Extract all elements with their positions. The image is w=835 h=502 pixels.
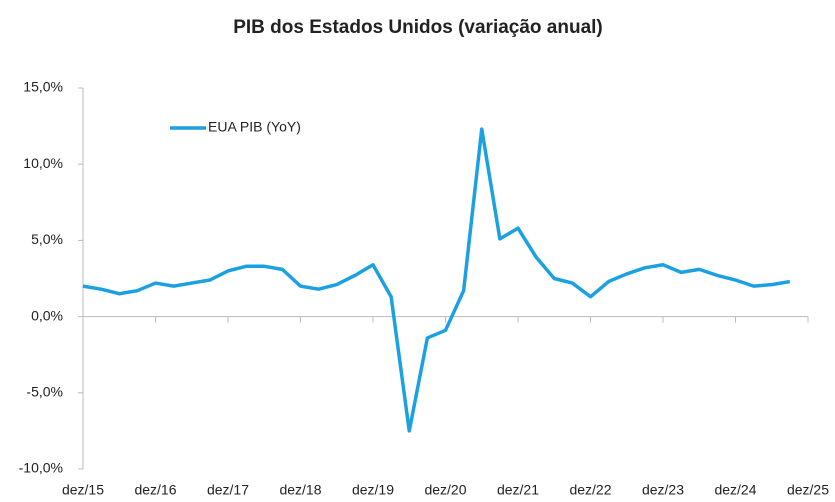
x-tick-label: dez/21 bbox=[497, 482, 539, 498]
y-tick-label: 5,0% bbox=[31, 231, 63, 247]
x-tick-label: dez/16 bbox=[134, 482, 176, 498]
y-tick-label: -10,0% bbox=[19, 460, 63, 476]
x-tick-label: dez/24 bbox=[714, 482, 756, 498]
x-tick-label: dez/22 bbox=[569, 482, 611, 498]
x-tick-label: dez/23 bbox=[642, 482, 684, 498]
x-tick-label: dez/25 bbox=[787, 482, 829, 498]
chart-title: PIB dos Estados Unidos (variação anual) bbox=[233, 17, 603, 38]
x-tick-label: dez/15 bbox=[62, 482, 104, 498]
line bbox=[82, 127, 791, 433]
y-tick-label: 0,0% bbox=[31, 307, 63, 323]
x-tick-label: dez/18 bbox=[279, 482, 321, 498]
y-tick-label: 10,0% bbox=[23, 155, 63, 171]
x-tick-label: dez/20 bbox=[424, 482, 466, 498]
x-tick-label: dez/17 bbox=[207, 482, 249, 498]
y-tick-label: -5,0% bbox=[26, 384, 63, 400]
x-tick-label: dez/19 bbox=[352, 482, 394, 498]
legend-label: EUA PIB (YoY) bbox=[208, 119, 301, 135]
y-tick-label: 15,0% bbox=[23, 79, 63, 95]
